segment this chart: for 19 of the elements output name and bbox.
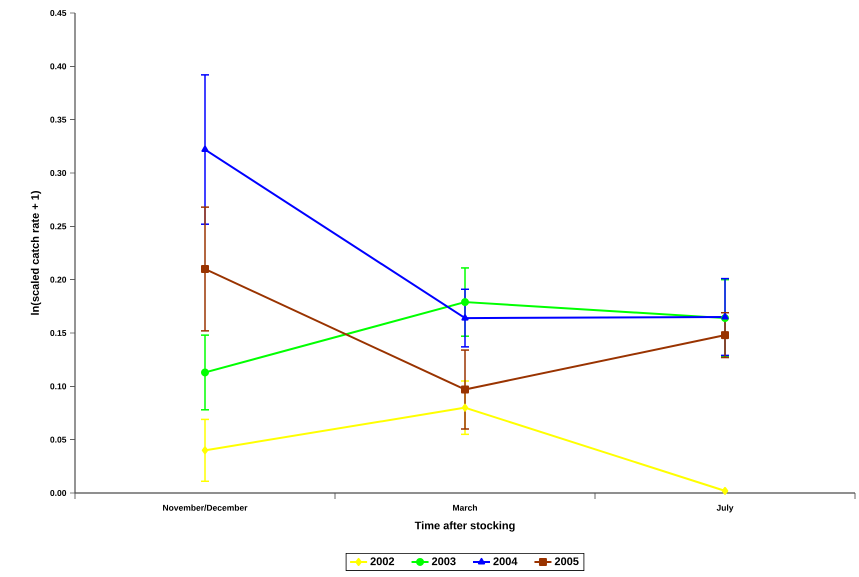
legend-label: 2003: [432, 557, 456, 566]
y-tick-label: 0.45: [50, 10, 66, 16]
y-tick-label: 0.00: [50, 490, 66, 496]
y-tick-label: 0.15: [50, 330, 66, 336]
legend-label: 2004: [493, 557, 518, 566]
legend-label: 2002: [370, 557, 394, 566]
y-tick-label: 0.05: [50, 436, 66, 443]
y-tick-label: 0.20: [50, 276, 66, 283]
y-tick-label: 0.25: [50, 223, 66, 230]
y-axis-title: ln(scaled catch rate + 1): [30, 191, 42, 315]
y-tick-label: 0.10: [50, 383, 66, 390]
x-tick-label: July: [716, 504, 734, 512]
x-axis-title: Time after stocking: [414, 521, 515, 532]
legend-label: 2005: [554, 557, 579, 566]
y-tick-label: 0.35: [50, 116, 66, 123]
x-tick-label: March: [453, 504, 477, 511]
y-tick-label: 0.30: [50, 170, 66, 176]
y-tick-label: 0.40: [50, 63, 66, 70]
x-tick-label: November/December: [163, 504, 248, 511]
